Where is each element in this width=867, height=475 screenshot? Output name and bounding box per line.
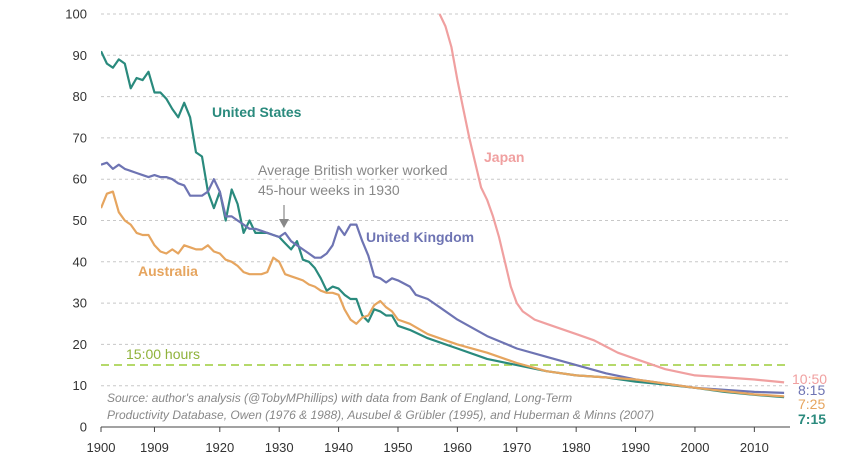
y-tick-label-0: 0 — [80, 420, 87, 435]
y-tick-label-10: 10 — [73, 378, 87, 393]
reference-line-label: 15:00 hours — [126, 346, 200, 362]
x-tick-label-1980: 1980 — [562, 440, 591, 455]
y-tick-label-20: 20 — [73, 337, 87, 352]
annotation-line-2: 45-hour weeks in 1930 — [258, 182, 400, 198]
x-tick-label-1950: 1950 — [384, 440, 413, 455]
x-tick-label-1970: 1970 — [502, 440, 531, 455]
y-tick-label-60: 60 — [73, 172, 87, 187]
reference-line-group: 15:00 hours — [101, 346, 790, 367]
x-tick-label-1920: 1920 — [205, 440, 234, 455]
y-tick-label-40: 40 — [73, 254, 87, 269]
x-tick-label-2000: 2000 — [681, 440, 710, 455]
series-label-united-states: United States — [212, 104, 302, 120]
y-tick-label-100: 100 — [65, 7, 87, 22]
source-line-2: Productivity Database, Owen (1976 & 1988… — [107, 408, 654, 422]
end-label-united-states: 7:15 — [798, 411, 826, 427]
x-tick-label-1990: 1990 — [621, 440, 650, 455]
x-tick-label-1909: 1909 — [140, 440, 169, 455]
y-tick-label-90: 90 — [73, 48, 87, 63]
series-label-united-kingdom: United Kingdom — [366, 229, 474, 245]
series-line-japan — [438, 13, 785, 384]
series-line-united-states — [101, 50, 785, 399]
annotation-line-1: Average British worker worked — [258, 162, 448, 178]
annotation-arrow-head — [279, 219, 289, 228]
series-line-australia — [101, 190, 785, 398]
y-tick-label-80: 80 — [73, 89, 87, 104]
end-label-united-kingdom: 8:15 — [798, 382, 825, 398]
series-lines — [101, 13, 785, 399]
end-label-japan: 10:50 — [792, 371, 827, 387]
x-tick-label-1930: 1930 — [265, 440, 294, 455]
x-tick-label-1960: 1960 — [443, 440, 472, 455]
x-tick-label-2010: 2010 — [740, 440, 769, 455]
source-line-1: Source: author's analysis (@TobyMPhillip… — [107, 391, 572, 405]
y-tick-label-50: 50 — [73, 213, 87, 228]
series-line-united-kingdom — [101, 161, 785, 394]
y-tick-label-30: 30 — [73, 296, 87, 311]
end-label-australia: 7:25 — [798, 396, 825, 412]
x-tick-label-1900: 1900 — [87, 440, 116, 455]
series-label-japan: Japan — [484, 149, 524, 165]
y-tick-label-70: 70 — [73, 130, 87, 145]
axis-ticks: 0 10 20 30 40 50 60 70 80 90 100 1900 1909 1920 1930 19… — [65, 7, 769, 456]
x-tick-label-1940: 1940 — [324, 440, 353, 455]
series-label-australia: Australia — [138, 263, 198, 279]
